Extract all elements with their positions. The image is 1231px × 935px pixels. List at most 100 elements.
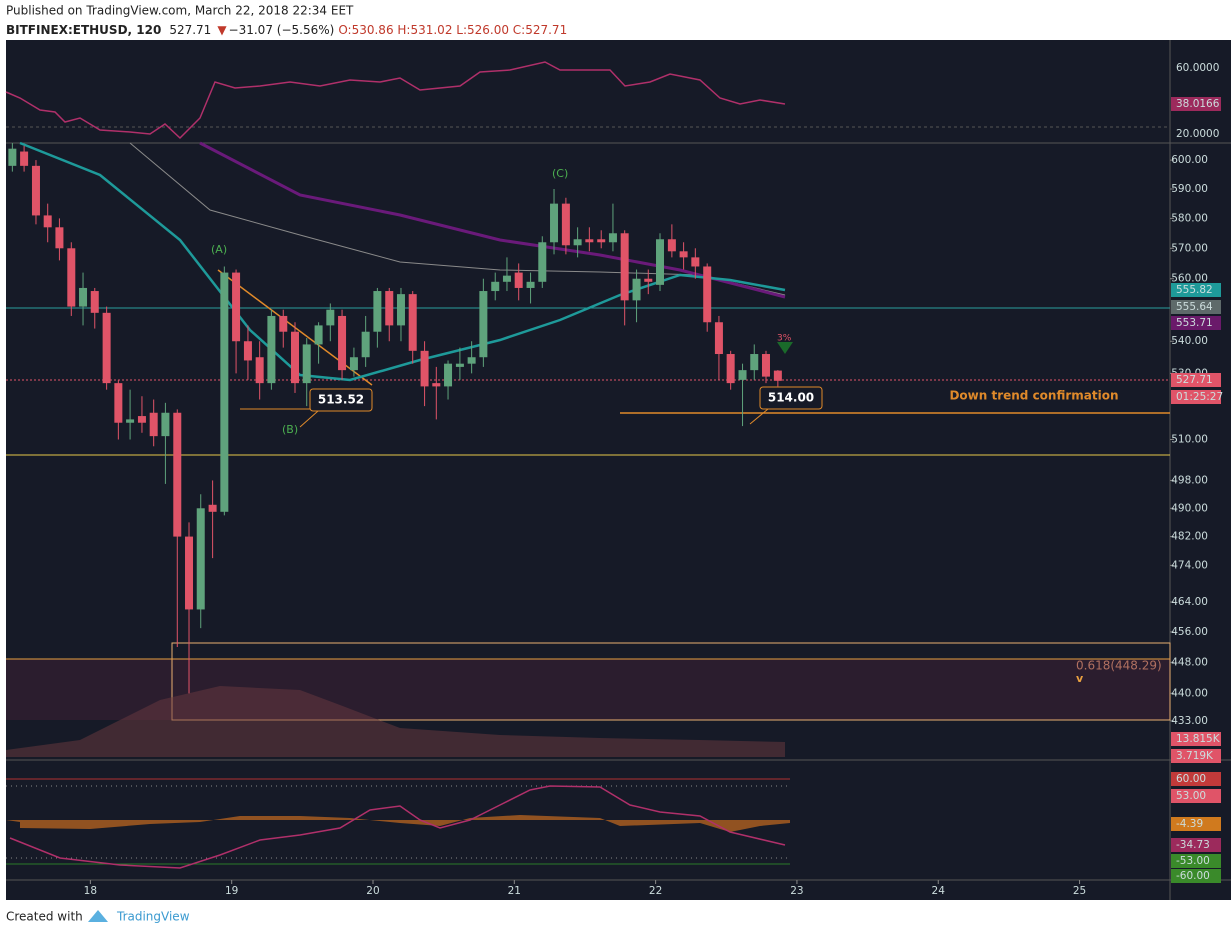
pct-label: 3% bbox=[777, 334, 792, 344]
candle-body bbox=[185, 536, 194, 610]
price-badge-label: 01:25:27 bbox=[1176, 391, 1223, 403]
x-tick-label: 24 bbox=[932, 885, 946, 897]
candle-body bbox=[561, 203, 570, 246]
candle-body bbox=[232, 272, 241, 342]
candle-body bbox=[20, 151, 29, 166]
price-badge bbox=[1171, 838, 1221, 852]
candle-body bbox=[502, 275, 511, 282]
candle-body bbox=[703, 266, 712, 323]
y-tick-label: 570.00 bbox=[1171, 242, 1208, 254]
price-badge bbox=[1171, 373, 1221, 387]
candle-body bbox=[444, 363, 453, 387]
candle-body bbox=[608, 233, 617, 243]
candle-body bbox=[597, 239, 606, 243]
price-badge-label: 53.00 bbox=[1176, 790, 1206, 802]
price-badge bbox=[1171, 749, 1221, 763]
price-badge-label: 20.0000 bbox=[1176, 128, 1219, 140]
price-badge bbox=[1171, 869, 1221, 883]
y-tick-label: 590.00 bbox=[1171, 183, 1208, 195]
price-badge-label: -34.73 bbox=[1176, 839, 1210, 851]
volume-area bbox=[6, 686, 785, 757]
candle-body bbox=[667, 239, 676, 252]
fib-box bbox=[171, 642, 1171, 721]
price-badge bbox=[1171, 789, 1221, 803]
candle-body bbox=[31, 165, 40, 216]
callout-pointer bbox=[749, 408, 769, 425]
candle-body bbox=[220, 272, 229, 512]
candles bbox=[8, 143, 782, 694]
candle-body bbox=[455, 363, 464, 367]
y-tick-label: 540.00 bbox=[1171, 335, 1208, 347]
callout bbox=[309, 388, 373, 412]
candle-body bbox=[126, 419, 135, 423]
price-badge bbox=[1171, 97, 1221, 111]
y-tick-label: 440.00 bbox=[1171, 687, 1208, 699]
y-tick-label: 448.00 bbox=[1171, 656, 1208, 668]
y-tick-label: 474.00 bbox=[1171, 559, 1208, 571]
candle-body bbox=[526, 281, 535, 288]
price-badge-label: 553.71 bbox=[1176, 317, 1213, 329]
x-tick-label: 19 bbox=[225, 885, 238, 897]
created-with: Created with bbox=[6, 910, 83, 924]
candle-body bbox=[43, 215, 52, 228]
x-tick-label: 18 bbox=[84, 885, 97, 897]
candle-body bbox=[326, 309, 335, 326]
candle-body bbox=[714, 322, 723, 355]
osc-histogram bbox=[6, 815, 790, 832]
ohlc: O:530.86 H:531.02 L:526.00 C:527.71 bbox=[338, 23, 567, 37]
candle-body bbox=[196, 508, 205, 610]
price-badge-label: 555.64 bbox=[1176, 301, 1213, 313]
candle-body bbox=[538, 242, 547, 282]
price-badge bbox=[1171, 854, 1221, 868]
candle-body bbox=[302, 344, 311, 384]
y-tick-label: 510.00 bbox=[1171, 434, 1208, 446]
y-tick-label: 464.00 bbox=[1171, 596, 1208, 608]
candle-body bbox=[338, 315, 347, 371]
candle-body bbox=[632, 278, 641, 301]
candle-body bbox=[279, 315, 288, 332]
y-tick-label: 580.00 bbox=[1171, 212, 1208, 224]
price-badge bbox=[1171, 390, 1221, 404]
candle-body bbox=[114, 383, 123, 423]
candle-body bbox=[550, 203, 559, 243]
candle-body bbox=[385, 291, 394, 326]
y-tick-label: 498.00 bbox=[1171, 474, 1208, 486]
chart-bg bbox=[6, 40, 1231, 900]
x-tick-label: 22 bbox=[649, 885, 662, 897]
candle-body bbox=[67, 248, 76, 307]
price-badge bbox=[1171, 732, 1221, 746]
candle-body bbox=[79, 287, 88, 307]
candle-body bbox=[102, 312, 111, 384]
price-badge-label: -53.00 bbox=[1176, 855, 1210, 867]
candle-body bbox=[8, 148, 17, 166]
candle-body bbox=[656, 239, 665, 285]
trend-label: Down trend confirmation bbox=[949, 389, 1118, 403]
candle-body bbox=[514, 272, 523, 288]
fib-label: 0.618(448.29) bbox=[1076, 659, 1162, 673]
candle-body bbox=[361, 331, 370, 358]
y-tick-label: 490.00 bbox=[1171, 502, 1208, 514]
price-badge bbox=[1171, 283, 1221, 297]
y-tick-label: 600.00 bbox=[1171, 154, 1208, 166]
price-badge-label: 38.0166 bbox=[1176, 98, 1220, 110]
arrow: ▼ bbox=[217, 23, 227, 37]
wave-label: (C) bbox=[552, 167, 568, 180]
wave-label: (B) bbox=[282, 423, 298, 436]
wave-label: (A) bbox=[211, 243, 227, 256]
candle-body bbox=[691, 257, 700, 267]
y-tick-label: 560.00 bbox=[1171, 273, 1208, 285]
candle-body bbox=[290, 331, 299, 384]
candle-body bbox=[255, 357, 264, 384]
header-line: BITFINEX:ETHUSD, 120 527.71 ▼ −31.07 (−5.56… bbox=[6, 23, 567, 37]
callout bbox=[759, 386, 823, 410]
last: 527.71 bbox=[169, 23, 211, 37]
published: Published on TradingView.com, March 22, … bbox=[6, 4, 354, 18]
candle-body bbox=[208, 504, 217, 512]
candle-body bbox=[161, 412, 170, 437]
y-tick-label: 433.00 bbox=[1171, 715, 1208, 727]
candle-body bbox=[432, 383, 441, 387]
fib-marker: v bbox=[1076, 672, 1084, 685]
candle-body bbox=[491, 281, 500, 292]
